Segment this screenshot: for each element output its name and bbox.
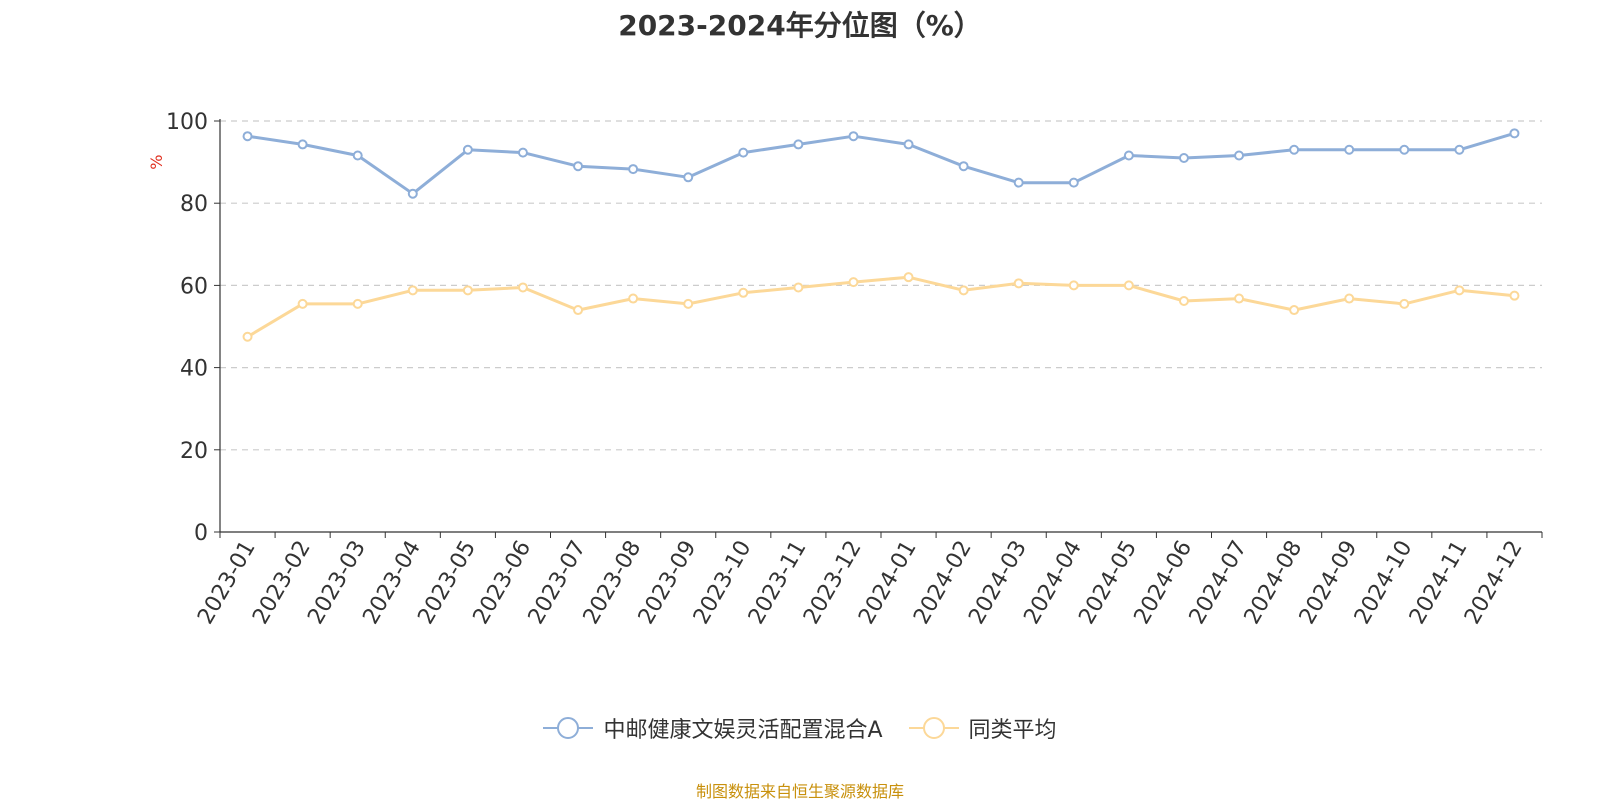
series-1-point-2024-07 <box>1234 293 1245 304</box>
series-0-point-2023-01 <box>242 131 253 142</box>
series-0-point-2023-10 <box>738 147 749 158</box>
chart-title: 2023-2024年分位图（%） <box>618 9 982 42</box>
series-1-point-2023-04 <box>407 285 418 296</box>
series-0-point-2024-07 <box>1234 150 1245 161</box>
series-0-point-2024-11 <box>1454 144 1465 155</box>
series-0-point-2024-03 <box>1013 177 1024 188</box>
series-0-point-2023-06 <box>517 147 528 158</box>
series-1-point-2023-08 <box>628 293 639 304</box>
series-0-point-2023-07 <box>573 161 584 172</box>
series-1-point-2023-06 <box>517 282 528 293</box>
series-0-point-2023-11 <box>793 139 804 150</box>
series-0-point-2024-12 <box>1509 128 1520 139</box>
series-1-point-2023-01 <box>242 331 253 342</box>
series-0-point-2024-08 <box>1289 144 1300 155</box>
series-1-point-2024-02 <box>958 285 969 296</box>
legend-item-fund[interactable]: 中邮健康文娱灵活配置混合A <box>543 712 883 744</box>
series-0-point-2024-05 <box>1123 150 1134 161</box>
y-tick-label-0: 0 <box>194 521 208 546</box>
series-0-point-2024-10 <box>1399 144 1410 155</box>
series-1-point-2024-06 <box>1178 296 1189 307</box>
series-1-point-2023-05 <box>462 285 473 296</box>
series-0-point-2023-03 <box>352 150 363 161</box>
series-0-point-2023-09 <box>683 172 694 183</box>
series-1-point-2023-03 <box>352 298 363 309</box>
source-note: 制图数据来自恒生聚源数据库 <box>695 782 904 801</box>
series-1-point-2024-10 <box>1399 298 1410 309</box>
series-0-point-2023-02 <box>297 139 308 150</box>
legend-label-fund: 中邮健康文娱灵活配置混合A <box>603 718 883 743</box>
series-1-point-2024-03 <box>1013 278 1024 289</box>
y-tick-label-20: 20 <box>180 439 208 464</box>
series-1-point-2024-11 <box>1454 285 1465 296</box>
series-1-point-2024-01 <box>903 272 914 283</box>
series-0-point-2023-08 <box>628 164 639 175</box>
y-tick-label-60: 60 <box>180 274 208 299</box>
series-0-point-2023-12 <box>848 131 859 142</box>
legend-label-average: 同类平均 <box>968 718 1057 743</box>
series-1-point-2023-07 <box>573 305 584 316</box>
legend-marker-average <box>908 717 959 739</box>
y-tick-label-40: 40 <box>180 357 208 382</box>
series-0-point-2023-04 <box>407 188 418 199</box>
series-1-point-2023-09 <box>683 298 694 309</box>
series-1-point-2023-02 <box>297 298 308 309</box>
series-0-point-2023-05 <box>462 144 473 155</box>
series-1-point-2023-12 <box>848 277 859 288</box>
series-1-point-2023-10 <box>738 287 749 298</box>
series-0-point-2024-06 <box>1178 152 1189 163</box>
legend-item-average[interactable]: 同类平均 <box>908 712 1057 744</box>
y-tick-label-80: 80 <box>180 192 208 217</box>
series-0-point-2024-09 <box>1344 144 1355 155</box>
series-0-point-2024-02 <box>958 161 969 172</box>
series-1-point-2024-09 <box>1344 293 1355 304</box>
series-1-point-2024-08 <box>1289 305 1300 316</box>
series-1-point-2024-04 <box>1068 280 1079 291</box>
legend: 中邮健康文娱灵活配置混合A 同类平均 <box>0 712 1600 744</box>
series-0-point-2024-04 <box>1068 177 1079 188</box>
series-line-1 <box>246 275 1515 339</box>
series-line-0 <box>247 131 1515 196</box>
y-tick-label-100: 100 <box>166 110 208 135</box>
series-1-point-2024-05 <box>1123 280 1134 291</box>
series-1-point-2023-11 <box>793 282 804 293</box>
series-0-point-2024-01 <box>903 139 914 150</box>
series-1-point-2024-12 <box>1509 290 1520 301</box>
y-axis-label: % <box>147 154 166 169</box>
legend-marker-fund <box>543 717 594 739</box>
